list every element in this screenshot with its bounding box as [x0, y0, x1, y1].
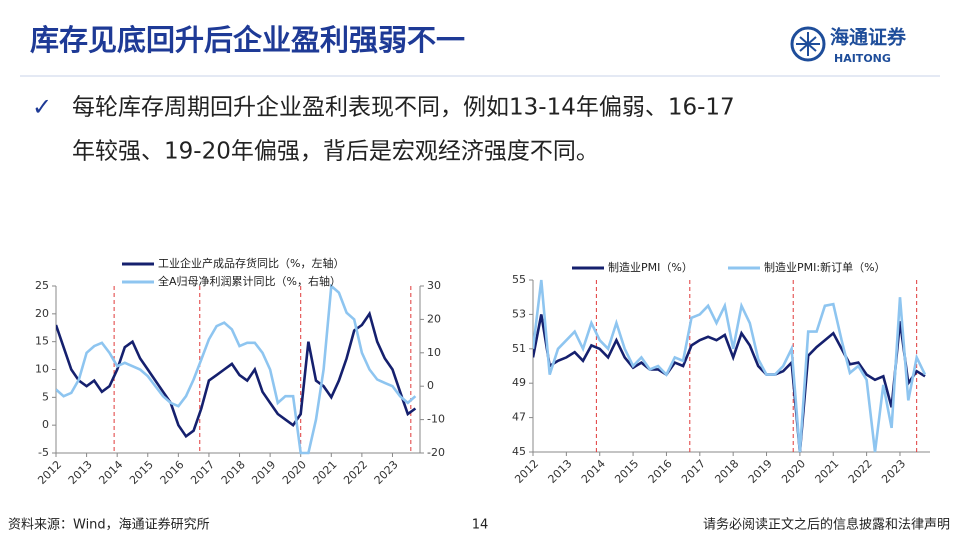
y-tick-label: 0 [42, 418, 49, 431]
y-tick-label: 53 [512, 307, 526, 320]
slide-title: 库存见底回升后企业盈利强弱不一 [30, 23, 465, 57]
y-tick-label: 49 [512, 376, 526, 389]
y-tick-label: 15 [35, 335, 49, 348]
y-tick-label: 45 [512, 445, 526, 458]
y-tick-label: 5 [42, 390, 49, 403]
y-tick-label: 10 [35, 363, 49, 376]
logo-icon-lines [796, 32, 820, 56]
y2-tick-label: 0 [427, 379, 434, 392]
logo: 海通证券 HAITONG [790, 26, 907, 65]
legend-label: 全A归母净利润累计同比（%，右轴） [158, 274, 341, 288]
check-icon: ✓ [32, 93, 52, 121]
legend-label: 制造业PMI（%） [608, 260, 693, 274]
y-tick-label: 20 [35, 307, 49, 320]
legend-label: 工业企业产成品存货同比（%，左轴） [158, 256, 344, 270]
legend-label: 制造业PMI:新订单（%） [764, 260, 886, 274]
series-line [533, 279, 927, 453]
y-tick-label: 51 [512, 342, 526, 355]
y-tick-label: -5 [38, 446, 49, 459]
source: 资料来源：Wind，海通证券研究所 [8, 517, 210, 533]
logo-cn: 海通证券 [830, 26, 907, 49]
bullet-line: 年较强、19-20年偏强，背后是宏观经济强度不同。 [72, 139, 599, 165]
series-line [56, 284, 417, 455]
y-tick-label: 55 [512, 273, 526, 286]
y2-tick-label: 10 [427, 346, 441, 359]
y-tick-label: 47 [512, 411, 526, 424]
y2-tick-label: 30 [427, 279, 441, 292]
y2-tick-label: -20 [427, 446, 445, 459]
logo-icon [790, 26, 826, 62]
logo-en: HAITONG [834, 52, 891, 65]
page-number: 14 [472, 518, 489, 533]
y2-tick-label: -10 [427, 413, 445, 426]
y-tick-label: 25 [35, 279, 49, 292]
series-line [533, 314, 926, 453]
bullet-line: 每轮库存周期回升企业盈利表现不同，例如13-14年偏弱、16-17 [72, 95, 735, 121]
disclaimer: 请务必阅读正文之后的信息披露和法律声明 [703, 517, 950, 533]
y2-tick-label: 20 [427, 312, 441, 325]
